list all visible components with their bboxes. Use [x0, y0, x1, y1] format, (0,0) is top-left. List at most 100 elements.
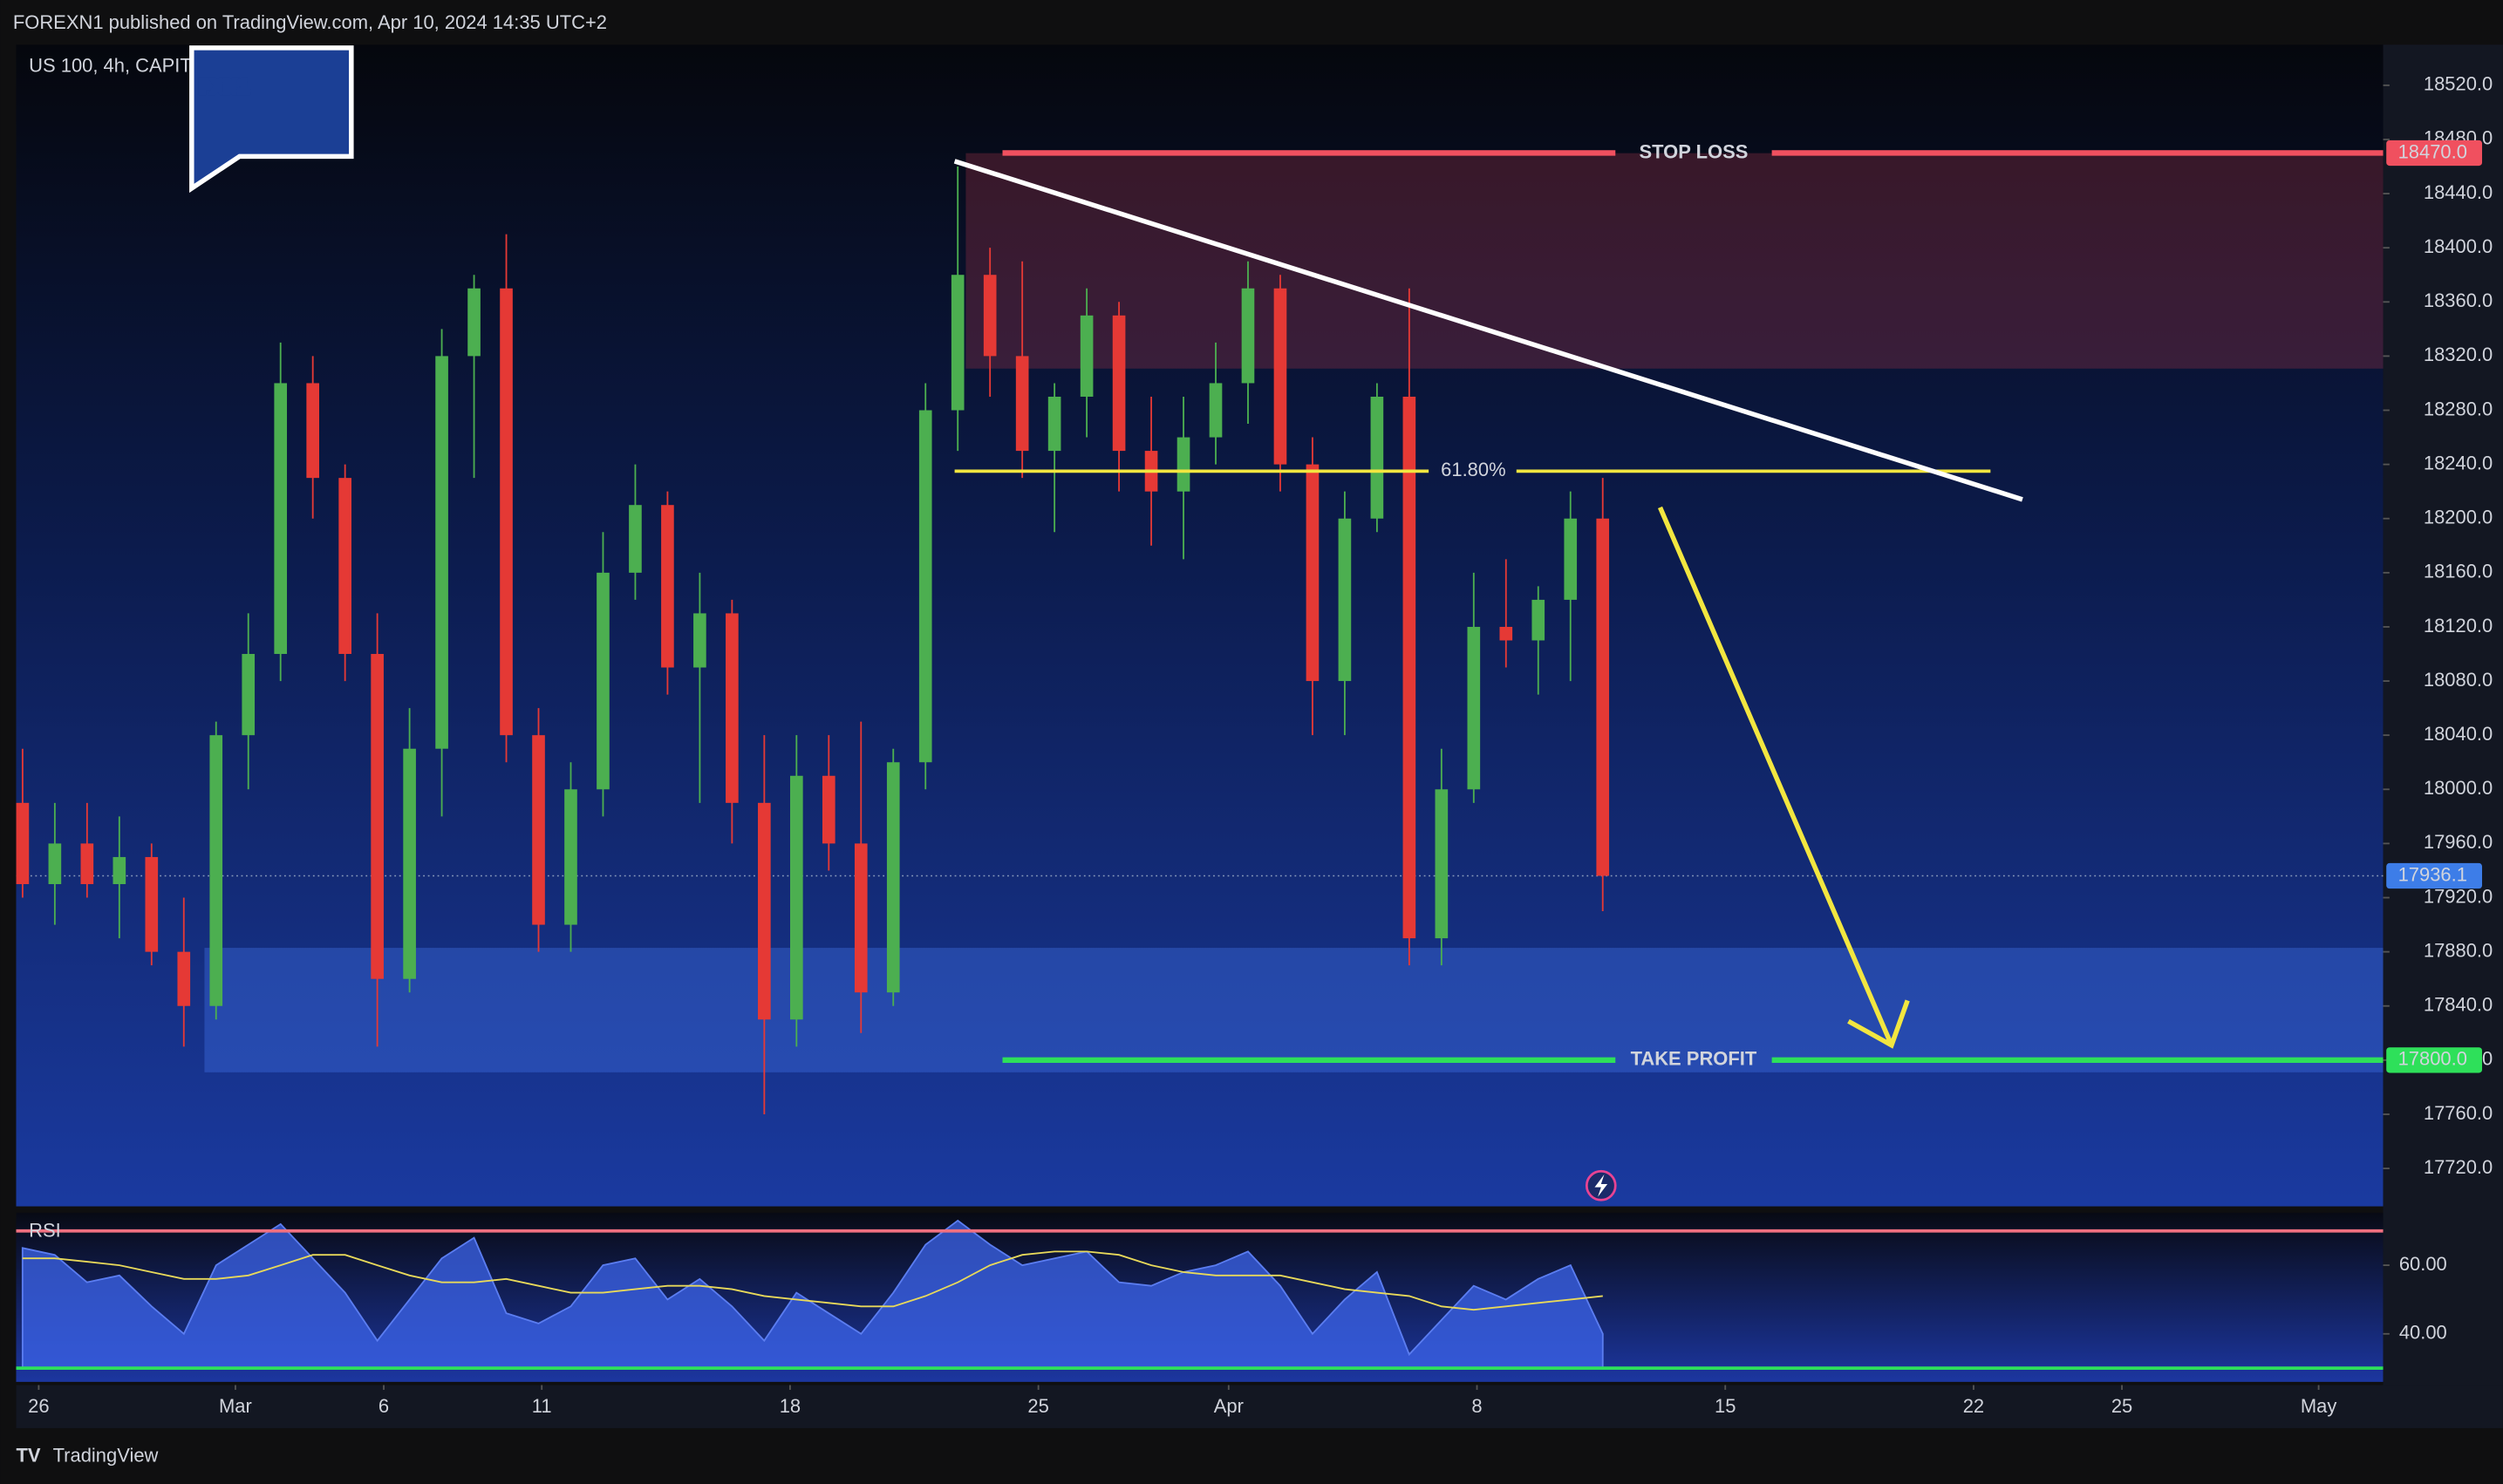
level-price-box	[2386, 1047, 2483, 1073]
x-tick-label: 11	[532, 1395, 552, 1417]
y-tick-label: 18440.0	[2424, 181, 2493, 203]
y-tick-label: 18120.0	[2424, 615, 2493, 636]
candle-body	[1306, 464, 1320, 682]
candle-body	[371, 654, 384, 979]
plot: 17720.0 17760.0 17800.0 17840.0 17880.0 17920…	[16, 73, 2493, 1417]
candle-body	[242, 654, 256, 736]
candle-body	[789, 775, 803, 1020]
x-tick-label: Mar	[219, 1395, 252, 1417]
level-name: TAKE PROFIT	[1631, 1048, 1757, 1070]
candle-body	[1273, 288, 1287, 465]
candle-body	[113, 856, 126, 884]
candle-body	[16, 802, 30, 884]
candle-body	[1596, 518, 1610, 876]
y-tick-label: 18080.0	[2424, 669, 2493, 691]
rsi-ma	[22, 1250, 1603, 1311]
candle-body	[306, 383, 319, 479]
candle-body	[1435, 789, 1449, 939]
candle-body	[48, 843, 62, 884]
candle-body	[1209, 383, 1223, 438]
candle-body	[80, 843, 94, 884]
x-tick-label: 22	[1963, 1395, 1984, 1417]
candle-body	[177, 951, 191, 1006]
price-axis	[2383, 44, 2503, 1385]
candle-body	[1015, 356, 1029, 452]
y-tick-label: 18360.0	[2424, 289, 2493, 311]
x-tick-label: 25	[1027, 1395, 1048, 1417]
candle-body	[661, 505, 674, 668]
candle-body	[951, 275, 965, 411]
candle-body	[209, 735, 223, 1006]
publisher: FOREXN1 published on TradingView.com, Ap…	[13, 11, 607, 33]
tv-mark: TV	[16, 1445, 40, 1467]
y-tick-label: 60.00	[2399, 1253, 2447, 1275]
candle-body	[758, 802, 771, 1020]
candle-body	[983, 275, 997, 357]
last-price-box	[2386, 862, 2483, 889]
y-tick-label: 18200.0	[2424, 507, 2493, 528]
candle-body	[1176, 437, 1190, 492]
candle-body	[1080, 315, 1094, 397]
trendline	[953, 159, 2023, 502]
candle-body	[886, 762, 900, 993]
y-tick-label: 18240.0	[2424, 452, 2493, 473]
y-tick-label: 17720.0	[2424, 1156, 2493, 1178]
candle-body	[1467, 626, 1481, 790]
candle-body	[854, 843, 868, 993]
level-price-box	[2386, 140, 2483, 167]
candle-body	[500, 288, 513, 736]
y-tick-label: 18160.0	[2424, 561, 2493, 582]
demand-zone	[204, 948, 2384, 1072]
x-tick-label: 6	[379, 1395, 389, 1417]
fib-label: 61.80%	[1441, 459, 1505, 480]
last-price-label: 17936.1	[2398, 863, 2467, 885]
x-tick-label: Apr	[1214, 1395, 1244, 1417]
candle-body	[693, 613, 706, 668]
y-tick-label: 18040.0	[2424, 723, 2493, 745]
candle-body	[1241, 288, 1255, 384]
logo: FXN1	[200, 75, 249, 97]
candle-body	[1564, 518, 1578, 600]
x-tick-label: 8	[1471, 1395, 1482, 1417]
y-tick-label: 17960.0	[2424, 831, 2493, 853]
y-tick-label: 18320.0	[2424, 344, 2493, 365]
x-tick-label: 26	[28, 1395, 49, 1417]
level-price-label: 18470.0	[2398, 140, 2467, 162]
candle-body	[532, 735, 545, 925]
candle-body	[1402, 396, 1416, 939]
footer-brand: TradingView	[53, 1445, 159, 1467]
candle-body	[918, 410, 932, 763]
candle-body	[564, 789, 577, 925]
x-tick-label: 18	[780, 1395, 801, 1417]
y-tick-label: 18280.0	[2424, 398, 2493, 419]
level-name: STOP LOSS	[1640, 140, 1749, 162]
candle-body	[1047, 396, 1061, 452]
candle-body	[1531, 599, 1545, 641]
candle-body	[629, 505, 642, 573]
y-tick-label: 17880.0	[2424, 939, 2493, 961]
time-axis	[16, 1385, 2503, 1428]
candle-body	[338, 478, 351, 655]
candle-body	[435, 356, 448, 749]
candle-body	[1499, 626, 1513, 641]
candle-body	[1112, 315, 1126, 452]
y-tick-label: 18520.0	[2424, 73, 2493, 95]
y-tick-label: 18400.0	[2424, 235, 2493, 257]
rsi-title: RSI	[29, 1220, 61, 1242]
supply-zone	[965, 153, 2384, 369]
candle-body	[1338, 518, 1352, 682]
logo-bubble	[189, 45, 354, 194]
x-tick-label: 15	[1715, 1395, 1736, 1417]
level-price-label: 17800.0	[2398, 1048, 2467, 1070]
x-tick-label: May	[2301, 1395, 2336, 1417]
candle-body	[403, 748, 416, 979]
y-tick-label: 17920.0	[2424, 885, 2493, 907]
rsi-area	[21, 1219, 1604, 1370]
candle-body	[1370, 396, 1384, 519]
y-tick-label: 18000.0	[2424, 777, 2493, 799]
candle-body	[467, 288, 481, 357]
candle-body	[274, 383, 288, 655]
y-tick-label: 17840.0	[2424, 994, 2493, 1016]
